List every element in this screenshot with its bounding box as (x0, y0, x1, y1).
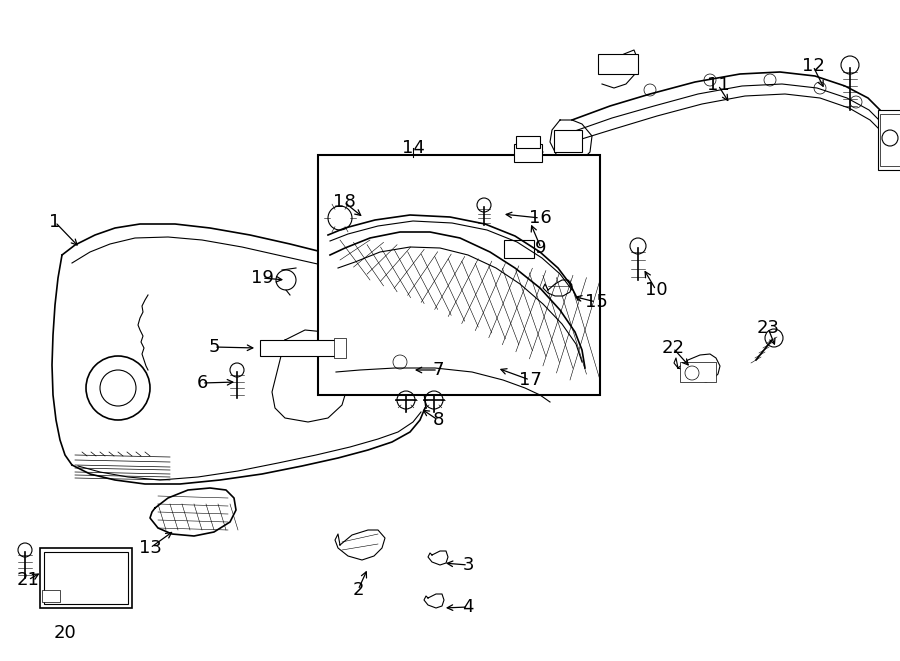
Text: 23: 23 (757, 319, 779, 337)
Text: 3: 3 (463, 556, 473, 574)
Text: 15: 15 (585, 293, 608, 311)
Bar (260, 340, 335, 356)
Bar (878, 110, 900, 170)
Text: 5: 5 (208, 338, 220, 356)
Bar (42, 590, 60, 602)
Text: 14: 14 (401, 139, 425, 157)
Bar (554, 130, 582, 152)
Bar (318, 155, 600, 395)
Text: 22: 22 (662, 339, 685, 357)
Text: 13: 13 (139, 539, 161, 557)
Text: 2: 2 (352, 581, 364, 599)
Text: 8: 8 (432, 411, 444, 429)
Bar (880, 114, 900, 166)
Text: 10: 10 (644, 281, 667, 299)
Text: 12: 12 (802, 57, 824, 75)
Bar (516, 136, 540, 148)
Text: 4: 4 (463, 598, 473, 616)
Bar (334, 338, 346, 358)
Text: 19: 19 (250, 269, 274, 287)
Bar (598, 54, 638, 74)
Text: 9: 9 (536, 239, 547, 257)
Bar (504, 240, 534, 258)
Text: 21: 21 (16, 571, 40, 589)
Text: 17: 17 (518, 371, 542, 389)
Text: 11: 11 (706, 76, 729, 94)
Text: 7: 7 (432, 361, 444, 379)
Text: 6: 6 (196, 374, 208, 392)
Text: 20: 20 (54, 624, 76, 642)
Text: 16: 16 (528, 209, 552, 227)
Bar (680, 362, 716, 382)
Bar (514, 144, 542, 162)
Bar (40, 548, 132, 608)
Bar (44, 552, 128, 604)
Text: 18: 18 (333, 193, 356, 211)
Text: 1: 1 (50, 213, 60, 231)
